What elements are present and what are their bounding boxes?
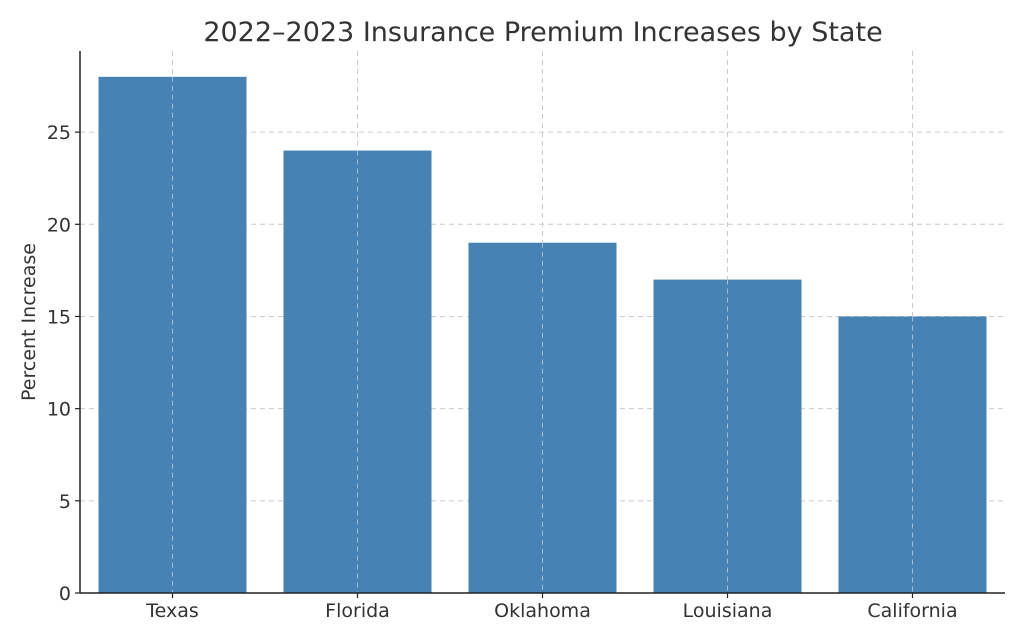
x-tick-label: Florida [325,600,390,622]
x-tick-label: Texas [145,600,199,622]
x-tick-label: California [867,600,957,622]
y-axis-label: Percent Increase [18,243,40,401]
y-tick-label: 0 [59,583,71,605]
y-tick-label: 25 [47,122,71,144]
x-tick-label: Louisiana [683,600,773,622]
chart-title: 2022–2023 Insurance Premium Increases by… [203,17,882,48]
y-tick-label: 5 [59,491,71,513]
bars-layer [98,76,987,594]
y-tick-label: 20 [47,214,71,236]
x-tick-label: Oklahoma [494,600,591,622]
ticks-layer: 0 5 10 15 20 25 Texas Florida Oklahoma Louisiana C… [47,122,958,622]
y-tick-label: 10 [47,399,71,421]
bar-texas [98,76,247,594]
y-tick-label: 15 [47,306,71,328]
